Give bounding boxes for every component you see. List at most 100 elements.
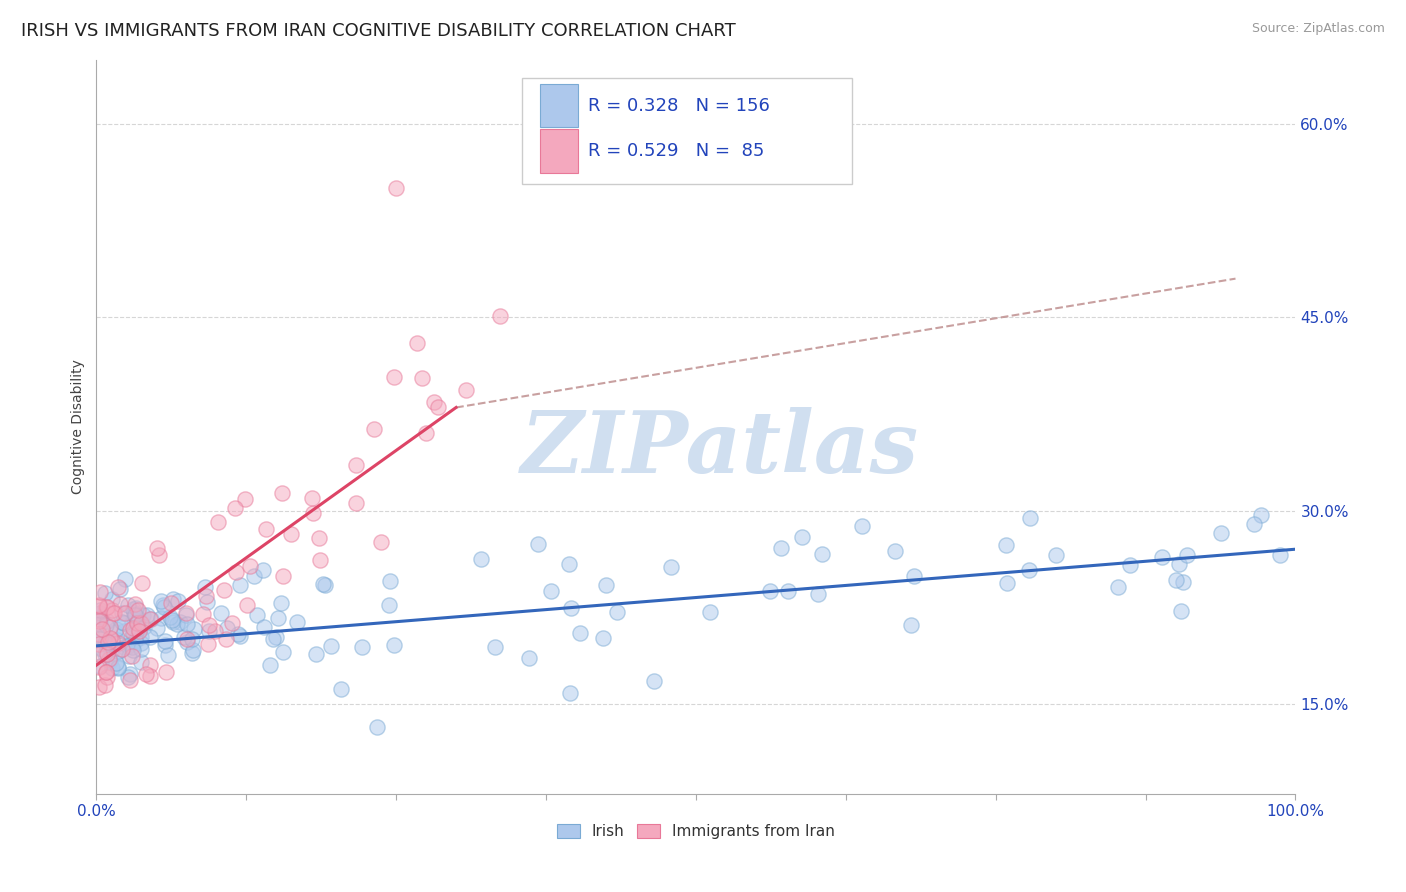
Point [197,637,219,651]
Point [595,578,617,592]
Point [194,589,217,603]
Point [312,576,335,591]
Point [1152,550,1174,565]
Point [1119,558,1142,572]
Point [159,596,181,610]
Point [101,606,124,620]
Point [1168,558,1191,572]
Point [605,605,627,619]
Point [174,607,197,622]
Point [995,575,1018,590]
Point [129,655,152,669]
Point [319,639,342,653]
Point [160,613,183,627]
Point [454,383,477,397]
Point [125,601,148,615]
Point [1018,563,1040,577]
Point [94,618,117,632]
Point [229,629,252,643]
Point [117,639,139,653]
Point [121,649,143,664]
Point [166,593,188,607]
Point [121,625,143,640]
Point [91,642,114,657]
Text: IRISH VS IMMIGRANTS FROM IRAN COGNITIVE DISABILITY CORRELATION CHART: IRISH VS IMMIGRANTS FROM IRAN COGNITIVE … [21,22,735,40]
Point [370,535,392,549]
Text: R = 0.328   N = 156: R = 0.328 N = 156 [588,97,770,115]
FancyBboxPatch shape [540,84,578,128]
Point [87,647,110,661]
Point [98,652,121,666]
Point [107,644,129,658]
Point [129,630,152,644]
Point [96,665,118,679]
Point [121,615,143,630]
Point [118,649,141,664]
Point [127,603,149,617]
Point [149,611,172,625]
Point [236,598,259,612]
Point [155,665,177,680]
Point [221,615,243,630]
Point [423,395,446,409]
Point [176,632,198,646]
Text: ZIPatlas: ZIPatlas [520,407,920,491]
Y-axis label: Cognitive Disability: Cognitive Disability [72,359,86,494]
Point [212,582,235,597]
Point [104,622,127,636]
Point [129,636,152,650]
Point [344,496,367,510]
Point [1250,508,1272,523]
Point [120,631,142,645]
Point [94,678,117,692]
Text: R = 0.529   N =  85: R = 0.529 N = 85 [588,142,765,160]
Point [426,400,449,414]
Point [111,607,134,621]
Point [100,645,122,659]
Point [285,615,308,629]
Point [112,616,135,631]
Point [207,515,229,529]
Point [225,565,247,579]
Point [107,659,129,673]
Text: Source: ZipAtlas.com: Source: ZipAtlas.com [1251,22,1385,36]
Point [117,669,139,683]
Point [87,681,110,695]
Point [173,630,195,644]
Point [246,608,269,623]
Point [527,537,550,551]
Point [89,603,111,617]
Point [118,666,141,681]
Point [159,610,181,624]
Point [176,616,198,631]
Point [330,682,353,697]
Point [112,624,135,638]
Point [89,632,111,646]
Point [94,636,117,650]
Point [124,607,146,622]
Point [560,601,582,615]
Point [90,630,112,644]
Point [129,616,152,631]
Point [114,572,136,586]
Point [540,584,562,599]
Point [118,673,141,688]
Point [198,618,221,632]
Point [145,621,167,635]
Point [87,612,110,626]
Point [270,486,292,500]
Point [124,598,146,612]
Point [98,620,121,634]
Point [122,643,145,657]
Point [94,586,117,600]
Point [112,640,135,654]
Point [239,559,262,574]
Point [180,632,202,646]
Point [108,597,131,611]
Point [790,530,813,544]
Point [181,642,204,657]
Point [1171,574,1194,589]
Point [217,621,239,635]
Point [759,583,782,598]
Point [363,422,385,436]
